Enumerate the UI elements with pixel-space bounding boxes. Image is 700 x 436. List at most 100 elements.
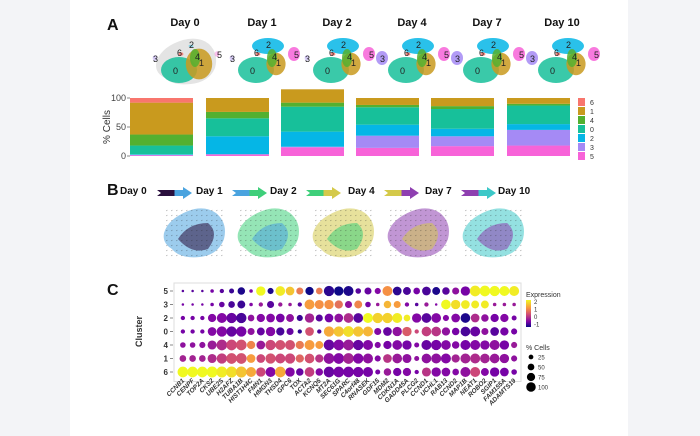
dot-NEAT1 bbox=[471, 300, 480, 309]
velocity-arrow bbox=[409, 219, 412, 222]
dot-GADD45A bbox=[402, 287, 411, 295]
velocity-arrow bbox=[464, 244, 467, 247]
velocity-arrow bbox=[200, 214, 203, 217]
dot-HMGN3 bbox=[265, 353, 276, 364]
dot-TUBA1B bbox=[237, 300, 246, 309]
dotplot-frame bbox=[173, 282, 522, 382]
velocity-arrow bbox=[175, 214, 178, 217]
velocity-arrow bbox=[499, 209, 502, 212]
legend-label: 4 bbox=[590, 118, 594, 125]
velocity-arrow bbox=[364, 229, 367, 232]
dot-UCHL1 bbox=[431, 326, 442, 337]
velocity-arrow bbox=[474, 234, 477, 237]
dot-ADAMTS19 bbox=[511, 355, 518, 362]
expression-tick-label: -1 bbox=[534, 323, 540, 329]
velocity-arrow bbox=[319, 234, 322, 237]
velocity-arrow bbox=[279, 214, 282, 217]
velocity-arrow bbox=[404, 234, 407, 237]
velocity-arrow bbox=[444, 224, 447, 227]
dot-H2AFZ bbox=[226, 353, 237, 364]
velocity-arrow bbox=[254, 219, 257, 222]
velocity-arrow bbox=[210, 249, 213, 252]
dot-RAB13 bbox=[440, 353, 451, 364]
velocity-arrow bbox=[215, 224, 218, 227]
velocity-arrow bbox=[514, 244, 517, 247]
dot-GPC6 bbox=[286, 327, 294, 336]
dot-MAP1B bbox=[460, 326, 471, 337]
velocity-arrow bbox=[289, 234, 292, 237]
velocity-arrow bbox=[195, 234, 198, 237]
velocity-arrow bbox=[279, 239, 282, 242]
bar-segment-cluster-0 bbox=[206, 118, 269, 137]
dot-SPARC bbox=[343, 353, 354, 364]
velocity-arrow bbox=[394, 234, 397, 237]
velocity-arrow bbox=[359, 244, 362, 247]
legend-swatch-5 bbox=[578, 152, 585, 160]
velocity-arrow bbox=[334, 254, 337, 257]
umap-cluster-6 bbox=[255, 52, 261, 56]
velocity-arrow bbox=[329, 249, 332, 252]
velocity-arrow bbox=[434, 244, 437, 247]
velocity-arrow bbox=[195, 254, 198, 257]
velocity-arrow bbox=[464, 239, 467, 242]
velocity-arrow bbox=[269, 229, 272, 232]
velocity-arrow bbox=[294, 209, 297, 212]
velocity-arrow bbox=[519, 224, 522, 227]
velocity-arrow bbox=[269, 209, 272, 212]
trajectory-day-label: Day 7 bbox=[425, 186, 452, 197]
dot-TOX bbox=[297, 329, 302, 334]
bar-segment-cluster-1 bbox=[281, 89, 344, 103]
dot-MDM2 bbox=[383, 327, 392, 336]
velocity-arrow bbox=[180, 244, 183, 247]
dot-MAP1B bbox=[460, 353, 471, 364]
velocity-arrow bbox=[424, 209, 427, 212]
velocity-arrow bbox=[190, 239, 193, 242]
velocity-arrow bbox=[359, 234, 362, 237]
velocity-arrow bbox=[399, 244, 402, 247]
velocity-arrow bbox=[210, 229, 213, 232]
velocity-arrow bbox=[339, 209, 342, 212]
velocity-arrow bbox=[294, 239, 297, 242]
velocity-arrow bbox=[479, 229, 482, 232]
velocity-arrow bbox=[220, 239, 223, 242]
dot-SGIP1 bbox=[492, 302, 497, 307]
velocity-arrow bbox=[220, 214, 223, 217]
velocity-arrow bbox=[484, 239, 487, 242]
velocity-arrow bbox=[329, 224, 332, 227]
dot-GPC6 bbox=[285, 286, 295, 296]
velocity-arrow bbox=[180, 249, 183, 252]
velocity-arrow bbox=[185, 214, 188, 217]
dot-PLCG2 bbox=[414, 369, 419, 375]
cluster-row-label: 4 bbox=[164, 341, 169, 350]
dot-MT2A bbox=[323, 339, 335, 351]
velocity-arrow bbox=[210, 244, 213, 247]
velocity-arrow bbox=[244, 234, 247, 237]
dot-CKS2 bbox=[207, 340, 217, 350]
velocity-arrow bbox=[205, 219, 208, 222]
y-tick-label: 0 bbox=[121, 151, 126, 161]
dot-FAM155A bbox=[500, 327, 509, 336]
transition-arrow-icon bbox=[384, 187, 419, 199]
dot-SEC61G bbox=[334, 300, 343, 309]
dot-RAB13 bbox=[441, 327, 451, 336]
dot-FMN1 bbox=[256, 286, 266, 296]
velocity-arrow bbox=[399, 219, 402, 222]
dot-H2AFZ bbox=[226, 312, 237, 324]
velocity-arrow bbox=[165, 239, 168, 242]
dot-CCND2 bbox=[452, 368, 459, 376]
velocity-arrow bbox=[414, 209, 417, 212]
dot-C4orf48 bbox=[353, 366, 364, 378]
velocity-arrow bbox=[239, 249, 242, 252]
velocity-arrow bbox=[514, 214, 517, 217]
velocity-arrow bbox=[504, 249, 507, 252]
velocity-arrow bbox=[200, 209, 203, 212]
velocity-arrow bbox=[504, 214, 507, 217]
velocity-arrow bbox=[319, 244, 322, 247]
dot-MAP1B bbox=[460, 339, 471, 351]
velocity-arrow bbox=[239, 209, 242, 212]
velocity-arrow bbox=[494, 229, 497, 232]
velocity-arrow bbox=[314, 229, 317, 232]
velocity-arrow bbox=[244, 219, 247, 222]
velocity-arrow bbox=[239, 224, 242, 227]
velocity-arrow bbox=[399, 249, 402, 252]
